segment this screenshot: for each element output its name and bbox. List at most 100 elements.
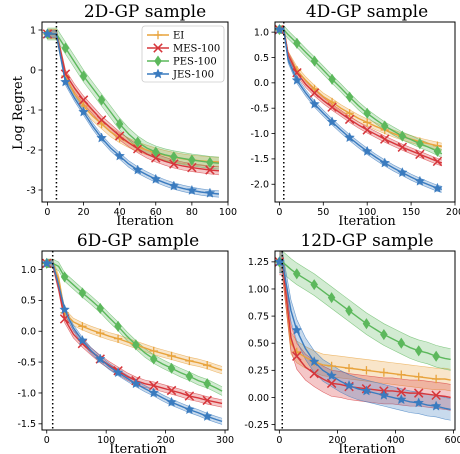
data-point — [42, 257, 53, 268]
data-point — [186, 184, 198, 195]
data-point — [185, 356, 194, 366]
legend-marker — [153, 30, 163, 40]
data-point — [96, 132, 107, 143]
data-point — [397, 142, 408, 152]
data-point — [150, 173, 162, 184]
data-point — [327, 292, 336, 304]
x-tick-label: 100 — [97, 435, 115, 446]
data-point — [433, 145, 442, 157]
data-point — [291, 74, 303, 85]
band-upper-edge — [47, 29, 219, 168]
data-point — [96, 302, 104, 314]
band-upper-edge — [47, 27, 219, 158]
band-lower-edge — [46, 267, 223, 396]
data-point — [413, 397, 424, 408]
chart-title: 2D-GP sample — [84, 2, 206, 22]
band-lower-edge — [279, 272, 451, 392]
data-point — [378, 389, 390, 400]
data-point — [167, 362, 176, 374]
band-upper-edge — [47, 28, 219, 158]
data-point — [188, 154, 196, 166]
data-point — [343, 379, 355, 390]
data-point — [112, 367, 124, 378]
chart-title: 12D-GP sample — [300, 231, 433, 251]
data-point — [42, 28, 53, 39]
data-point — [130, 378, 142, 389]
y-tick-label: 1.00 — [248, 284, 269, 295]
data-point — [380, 120, 389, 132]
x-tick-label: 300 — [216, 435, 234, 446]
band-upper-edge — [46, 259, 223, 401]
data-point — [310, 55, 319, 67]
legend: EI MES-100 PES-100 JES-100 — [141, 25, 225, 83]
axes-frame — [274, 21, 456, 203]
data-point — [132, 164, 143, 175]
x-tick-label: 200 — [157, 435, 175, 446]
data-point — [78, 322, 87, 331]
series-line — [279, 261, 451, 381]
data-point — [379, 368, 389, 377]
legend-frame — [141, 25, 225, 83]
data-point — [96, 328, 105, 338]
data-point — [430, 400, 442, 411]
data-point — [201, 410, 213, 421]
data-point — [113, 334, 123, 343]
band-lower-edge — [279, 274, 451, 411]
x-tick-label: 200 — [328, 435, 346, 446]
data-point — [78, 95, 89, 105]
data-point — [132, 144, 143, 154]
data-point — [432, 350, 440, 362]
series-line — [46, 262, 223, 392]
data-point — [344, 363, 354, 373]
x-tick-label: 0 — [44, 435, 50, 446]
band-lower-edge — [279, 272, 451, 421]
data-point — [380, 328, 388, 341]
data-point — [60, 69, 71, 79]
data-point — [326, 370, 337, 381]
data-point — [309, 88, 320, 98]
x-tick-label: 400 — [386, 435, 404, 446]
data-point — [275, 24, 285, 35]
band-upper-edge — [46, 259, 223, 367]
data-point — [413, 388, 424, 398]
data-point — [185, 370, 194, 382]
data-point — [151, 153, 161, 163]
data-point — [184, 404, 195, 415]
data-point — [170, 151, 178, 163]
x-tick-label: 100 — [219, 207, 237, 218]
data-point — [344, 132, 355, 143]
data-point — [398, 130, 407, 142]
series-line — [46, 262, 223, 423]
y-tick-label: 0.0 — [254, 78, 269, 89]
y-tick-label: 0.5 — [21, 296, 36, 307]
y-tick-label: 0.50 — [248, 339, 269, 350]
data-point — [202, 395, 212, 406]
chart-title: 6D-GP sample — [77, 231, 199, 251]
plot-area — [42, 27, 220, 198]
y-tick-label: -1.5 — [17, 419, 36, 430]
data-point — [397, 370, 406, 379]
band-lower-edge — [46, 266, 223, 425]
axes-frame — [41, 21, 229, 203]
data-point — [397, 337, 406, 349]
band-upper-edge — [282, 251, 451, 385]
data-point — [168, 180, 180, 191]
x-tick-label: 20 — [77, 207, 89, 218]
data-point — [432, 182, 443, 193]
data-point — [308, 356, 320, 367]
data-point — [431, 374, 441, 384]
data-point — [309, 368, 319, 379]
x-tick-label: 150 — [402, 207, 420, 218]
data-point — [291, 324, 303, 335]
subplot-12d-gp: 12D-GP sample Iteration 0 200 400 600 1.25 1.… — [244, 231, 460, 454]
data-point — [203, 378, 211, 390]
data-point — [205, 165, 215, 175]
y-tick-label: 1.0 — [254, 27, 269, 38]
data-point — [184, 391, 195, 401]
data-point — [361, 385, 372, 396]
subplot-6d-gp: 6D-GP sample Iteration 0 100 200 300 1.0 0.5 0… — [17, 231, 234, 454]
legend-label: PES-100 — [173, 57, 217, 68]
x-tick-label: 0 — [276, 435, 282, 446]
axes-frame — [274, 250, 456, 431]
